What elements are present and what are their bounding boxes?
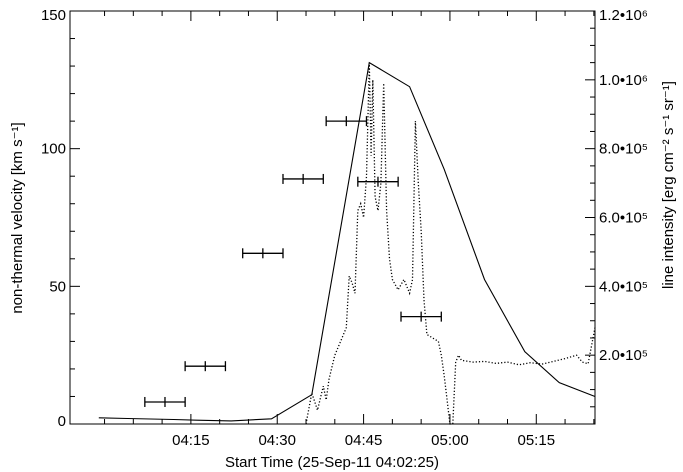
right-y-tick-label: 4.0•10⁵ bbox=[599, 278, 648, 295]
x-tick-label: 05:15 bbox=[518, 432, 556, 449]
right-y-tick-label: 2.0•10⁵ bbox=[599, 347, 648, 364]
plot-frame bbox=[69, 10, 596, 425]
right-y-tick-label: 1.0•10⁶ bbox=[599, 72, 648, 89]
left-y-axis-ticks: 0 50 100 150 bbox=[41, 7, 80, 430]
x-tick-label: 04:15 bbox=[172, 432, 210, 449]
series-dotted-line bbox=[305, 62, 596, 425]
right-y-axis-label: line intensity [erg cm⁻² s⁻¹ sr⁻¹] bbox=[660, 81, 677, 289]
x-tick-label: 04:45 bbox=[345, 432, 383, 449]
right-y-tick-label: 6.0•10⁵ bbox=[599, 210, 648, 227]
x-axis-ticks: 04:15 04:30 04:45 05:00 05:15 bbox=[104, 11, 595, 449]
x-axis-label: Start Time (25-Sep-11 04:02:25) bbox=[225, 454, 439, 471]
x-tick-label: 05:00 bbox=[431, 432, 469, 449]
series-layer bbox=[98, 61, 596, 425]
left-y-tick-label: 0 bbox=[58, 413, 66, 430]
left-y-tick-label: 50 bbox=[49, 278, 66, 295]
left-y-tick-label: 150 bbox=[41, 7, 66, 24]
left-y-tick-label: 100 bbox=[41, 141, 66, 158]
right-y-axis-ticks: 2.0•10⁵ 4.0•10⁵ 6.0•10⁵ 8.0•10⁵ 1.0•10⁶ 1.2•1… bbox=[585, 7, 648, 425]
right-y-tick-label: 8.0•10⁵ bbox=[599, 141, 648, 158]
series-solid-line bbox=[98, 61, 596, 422]
right-y-tick-label: 1.2•10⁶ bbox=[599, 7, 648, 24]
left-y-axis-label: non-thermal velocity [km s⁻¹] bbox=[9, 122, 26, 313]
x-tick-label: 04:30 bbox=[258, 432, 296, 449]
